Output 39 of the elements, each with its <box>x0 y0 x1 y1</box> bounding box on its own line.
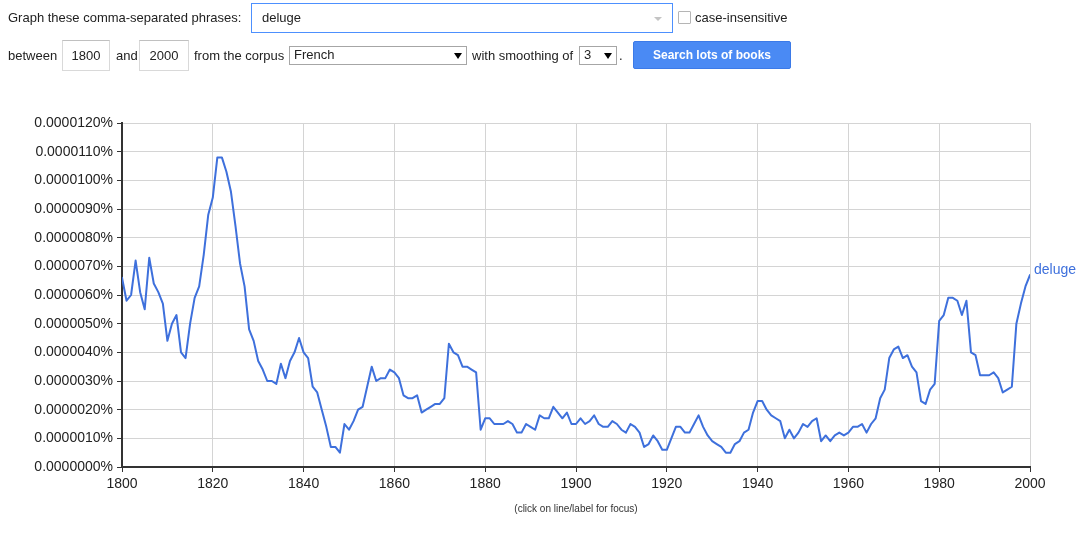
y-tick-label: 0.0000020% <box>34 400 113 417</box>
x-tick-label: 1980 <box>923 475 955 492</box>
text-field: 2000 <box>139 40 189 71</box>
y-tick-label: 0.0000100% <box>34 171 113 188</box>
y-tick-label: 0.0000050% <box>34 314 113 331</box>
text: and <box>116 48 138 64</box>
x-tick-label: 1900 <box>560 475 592 492</box>
text-field: deluge <box>251 3 673 33</box>
y-tick-label: 0.0000060% <box>34 285 113 302</box>
text: with smoothing of <box>472 48 574 64</box>
y-tick-label: 0.0000120% <box>34 113 113 130</box>
x-tick-label: 1880 <box>469 475 501 492</box>
x-tick-label: 1800 <box>106 475 138 492</box>
x-tick-label: 2000 <box>1014 475 1046 492</box>
y-tick-label: 0.0000000% <box>34 457 113 474</box>
y-tick-label: 0.0000040% <box>34 343 113 360</box>
y-tick-label: 0.0000080% <box>34 228 113 245</box>
button: Search lots of books <box>633 41 791 69</box>
y-tick-label: 0.0000010% <box>34 429 113 446</box>
x-tick-label: 1820 <box>197 475 229 492</box>
x-tick-label: 1960 <box>832 475 865 492</box>
text: (click on line/label for focus) <box>514 502 638 514</box>
text: from the corpus <box>194 48 285 64</box>
dropdown: 3 <box>579 46 617 65</box>
text: . <box>619 48 623 64</box>
y-tick-label: 0.0000090% <box>34 199 113 216</box>
x-tick-label: 1920 <box>651 475 683 492</box>
y-tick-label: 0.0000110% <box>35 142 113 159</box>
x-tick-label: 1940 <box>742 475 774 492</box>
series-label: deluge <box>1034 260 1077 277</box>
text: Graph these comma-separated phrases: <box>8 10 242 26</box>
x-tick-label: 1860 <box>378 475 411 492</box>
y-tick-label: 0.0000030% <box>34 371 113 388</box>
dropdown: French <box>289 46 467 65</box>
text-field: 1800 <box>62 40 110 71</box>
y-tick-label: 0.0000070% <box>34 257 113 274</box>
text: case-insensitive <box>695 10 788 26</box>
text: between <box>8 48 58 64</box>
x-tick-label: 1840 <box>288 475 320 492</box>
